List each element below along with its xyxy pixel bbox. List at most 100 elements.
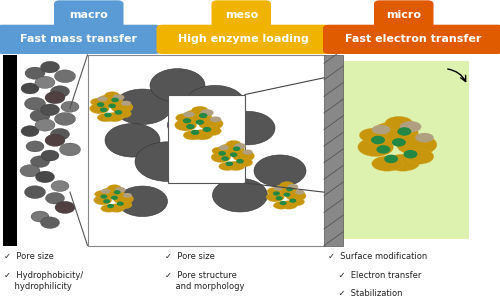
Circle shape bbox=[40, 217, 60, 228]
Ellipse shape bbox=[192, 129, 212, 140]
Ellipse shape bbox=[219, 145, 229, 150]
Ellipse shape bbox=[114, 194, 134, 204]
Circle shape bbox=[21, 126, 39, 137]
Circle shape bbox=[118, 186, 168, 217]
Circle shape bbox=[178, 134, 238, 171]
Ellipse shape bbox=[396, 134, 437, 155]
Bar bbox=[324, 55, 343, 246]
Ellipse shape bbox=[90, 98, 106, 106]
Circle shape bbox=[45, 134, 65, 146]
Circle shape bbox=[54, 113, 76, 125]
Circle shape bbox=[24, 186, 46, 199]
Ellipse shape bbox=[174, 119, 197, 131]
Ellipse shape bbox=[280, 181, 294, 189]
Ellipse shape bbox=[121, 101, 131, 106]
Text: meso: meso bbox=[224, 10, 258, 20]
Ellipse shape bbox=[97, 113, 114, 122]
Circle shape bbox=[254, 155, 306, 187]
Ellipse shape bbox=[242, 149, 253, 155]
Circle shape bbox=[168, 110, 218, 140]
Circle shape bbox=[196, 120, 204, 125]
Circle shape bbox=[183, 118, 192, 124]
Circle shape bbox=[45, 92, 65, 104]
Bar bbox=[2, 55, 16, 246]
Circle shape bbox=[55, 201, 75, 214]
Ellipse shape bbox=[176, 113, 193, 122]
Circle shape bbox=[103, 199, 110, 203]
Circle shape bbox=[280, 201, 286, 205]
Text: ✓  Pore size: ✓ Pore size bbox=[4, 252, 54, 261]
Text: ✓  Electron transfer: ✓ Electron transfer bbox=[328, 271, 421, 280]
FancyBboxPatch shape bbox=[323, 25, 500, 54]
Ellipse shape bbox=[94, 191, 108, 198]
Circle shape bbox=[20, 165, 40, 177]
Bar bbox=[341, 61, 468, 239]
Circle shape bbox=[220, 111, 275, 145]
Ellipse shape bbox=[105, 112, 124, 122]
Circle shape bbox=[40, 104, 60, 116]
Ellipse shape bbox=[204, 126, 221, 135]
Ellipse shape bbox=[274, 202, 289, 209]
Circle shape bbox=[25, 67, 45, 79]
FancyBboxPatch shape bbox=[54, 0, 124, 30]
Text: micro: micro bbox=[386, 10, 421, 20]
Circle shape bbox=[273, 191, 280, 196]
Ellipse shape bbox=[415, 133, 434, 142]
Circle shape bbox=[104, 113, 112, 117]
Ellipse shape bbox=[274, 184, 296, 196]
Circle shape bbox=[30, 156, 50, 167]
Text: ✓  Pore size: ✓ Pore size bbox=[165, 252, 215, 261]
Circle shape bbox=[21, 83, 39, 94]
Circle shape bbox=[107, 204, 114, 208]
Ellipse shape bbox=[226, 161, 245, 170]
Text: carbon: carbon bbox=[176, 161, 210, 171]
Ellipse shape bbox=[94, 195, 112, 205]
Ellipse shape bbox=[116, 109, 131, 118]
Circle shape bbox=[35, 76, 55, 88]
Ellipse shape bbox=[290, 198, 304, 206]
Ellipse shape bbox=[200, 109, 213, 116]
Circle shape bbox=[24, 97, 46, 110]
Circle shape bbox=[117, 202, 124, 206]
Ellipse shape bbox=[192, 106, 208, 115]
Ellipse shape bbox=[232, 150, 254, 162]
Ellipse shape bbox=[198, 117, 223, 130]
Circle shape bbox=[40, 61, 60, 73]
Ellipse shape bbox=[122, 193, 132, 198]
Circle shape bbox=[376, 145, 390, 154]
Ellipse shape bbox=[219, 143, 244, 156]
Ellipse shape bbox=[212, 147, 228, 155]
Ellipse shape bbox=[286, 191, 306, 201]
Ellipse shape bbox=[226, 141, 242, 148]
Circle shape bbox=[114, 190, 120, 194]
Circle shape bbox=[191, 130, 200, 135]
Circle shape bbox=[30, 110, 50, 122]
Circle shape bbox=[371, 136, 385, 144]
Circle shape bbox=[150, 69, 205, 102]
Circle shape bbox=[114, 89, 172, 124]
Ellipse shape bbox=[385, 116, 413, 131]
Circle shape bbox=[202, 127, 211, 132]
Circle shape bbox=[276, 196, 282, 200]
Ellipse shape bbox=[266, 192, 284, 202]
Text: Fast electron transfer: Fast electron transfer bbox=[345, 34, 482, 44]
Circle shape bbox=[218, 151, 226, 156]
Circle shape bbox=[100, 194, 107, 199]
Circle shape bbox=[36, 171, 54, 183]
Circle shape bbox=[97, 102, 104, 107]
FancyBboxPatch shape bbox=[156, 25, 331, 54]
Text: Fast mass transfer: Fast mass transfer bbox=[20, 34, 137, 44]
Ellipse shape bbox=[101, 205, 116, 212]
Circle shape bbox=[111, 196, 118, 200]
Ellipse shape bbox=[295, 190, 304, 195]
Ellipse shape bbox=[372, 125, 390, 134]
Circle shape bbox=[222, 156, 229, 161]
Text: ✓  Stabilization: ✓ Stabilization bbox=[328, 289, 402, 299]
Circle shape bbox=[199, 113, 207, 118]
Circle shape bbox=[290, 199, 296, 203]
Circle shape bbox=[61, 101, 79, 112]
Ellipse shape bbox=[238, 158, 253, 167]
Circle shape bbox=[26, 141, 44, 152]
Ellipse shape bbox=[372, 122, 418, 144]
Circle shape bbox=[398, 127, 411, 136]
